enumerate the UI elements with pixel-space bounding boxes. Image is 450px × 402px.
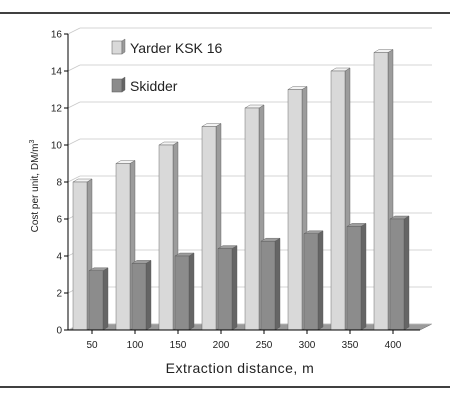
y-tick-label: 12: [51, 104, 63, 115]
x-tick-label: 300: [299, 340, 316, 351]
x-tick-label: 50: [86, 340, 98, 351]
bar-side: [274, 237, 281, 331]
gridline-side: [67, 175, 81, 183]
gridline-side: [67, 138, 81, 146]
legend: Yarder KSK 16 Skidder: [111, 38, 223, 94]
legend-swatch-side: [121, 38, 126, 55]
legend-swatch: [111, 78, 123, 93]
bar-skidder-300: [303, 230, 324, 331]
legend-swatch-side: [121, 76, 126, 93]
legend-swatch: [111, 40, 123, 55]
bar-side: [403, 215, 410, 331]
y-tick-label: 4: [56, 252, 62, 263]
bar-front: [373, 52, 389, 331]
bar-side: [360, 223, 367, 331]
bar-front: [158, 144, 174, 331]
bar-skidder-50: [88, 267, 109, 331]
bar-front: [115, 163, 131, 331]
bar-front: [72, 181, 88, 331]
legend-entry-1: Skidder: [111, 76, 178, 94]
bar-yarder-ksk-16-100: [115, 160, 136, 331]
bar-side: [145, 260, 152, 331]
bar-front: [346, 226, 362, 331]
bar-skidder-250: [260, 237, 281, 331]
legend-entry-0: Yarder KSK 16: [111, 38, 223, 56]
bar-skidder-200: [217, 245, 238, 331]
bar-side: [188, 252, 195, 331]
bar-front: [287, 89, 303, 331]
gridline-side: [67, 64, 81, 72]
x-tick-label: 350: [342, 340, 359, 351]
y-tick-label: 6: [56, 215, 62, 226]
bar-front: [174, 255, 190, 331]
gridline-side: [67, 101, 81, 109]
bar-side: [102, 267, 109, 331]
bar-skidder-150: [174, 252, 195, 331]
bar-front: [303, 233, 319, 331]
bars: [72, 49, 410, 331]
gridline-side: [67, 27, 81, 35]
bar-front: [217, 248, 233, 331]
x-tick-label: 200: [213, 340, 230, 351]
bar-front: [330, 70, 346, 331]
bar-front: [260, 240, 276, 331]
y-tick-label: 14: [51, 67, 63, 78]
bar-side: [317, 230, 324, 331]
bar-skidder-350: [346, 223, 367, 331]
y-tick-label: 16: [51, 30, 63, 41]
bar-front: [201, 126, 217, 331]
bar-skidder-400: [389, 215, 410, 331]
y-tick-label: 8: [56, 178, 62, 189]
y-axis-label-superscript: 3: [29, 139, 36, 143]
legend-label: Yarder KSK 16: [130, 40, 223, 56]
y-tick-label: 2: [56, 289, 62, 300]
x-axis-label: Extraction distance, m: [166, 360, 315, 376]
axes: 0 2 4 6 8 10 12 14 16 50 100 150 200 250 300 350 400: [51, 30, 420, 351]
bar-front: [131, 263, 147, 331]
y-tick-label: 0: [56, 326, 62, 337]
y-tick-label: 10: [51, 141, 63, 152]
x-tick-label: 250: [256, 340, 273, 351]
bar-front: [88, 270, 104, 331]
bar-front: [389, 218, 405, 331]
legend-label: Skidder: [130, 78, 178, 94]
y-axis-label: Cost per unit, DM/m3: [29, 139, 41, 232]
bar-skidder-100: [131, 260, 152, 331]
x-tick-label: 400: [385, 340, 402, 351]
x-tick-label: 150: [170, 340, 187, 351]
x-tick-label: 100: [127, 340, 144, 351]
bar-front: [244, 107, 260, 331]
bar-side: [231, 245, 238, 331]
